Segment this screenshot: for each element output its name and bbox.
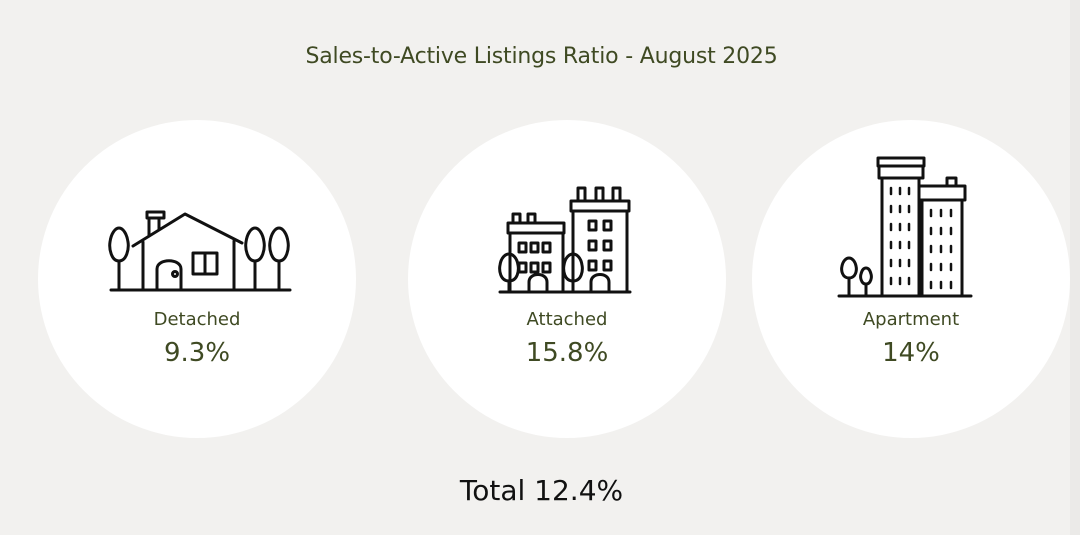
category-value: 15.8% [525, 338, 609, 368]
apartment-card: Apartment 14% [752, 120, 1070, 438]
detached-house-icon [97, 150, 297, 300]
page-title: Sales-to-Active Listings Ratio - August … [305, 44, 778, 69]
attached-card: Attached 15.8% [408, 120, 726, 438]
category-label: Apartment [862, 309, 960, 330]
category-label: Attached [526, 309, 608, 330]
apartment-building-icon [811, 150, 1011, 300]
category-value: 14% [882, 338, 940, 368]
detached-card: Detached 9.3% [38, 120, 356, 438]
category-value: 9.3% [163, 338, 231, 368]
scrollbar-track[interactable] [1070, 0, 1080, 535]
total-ratio: Total 12.4% [459, 474, 624, 507]
category-label: Detached [153, 309, 241, 330]
townhouse-icon [467, 150, 667, 300]
